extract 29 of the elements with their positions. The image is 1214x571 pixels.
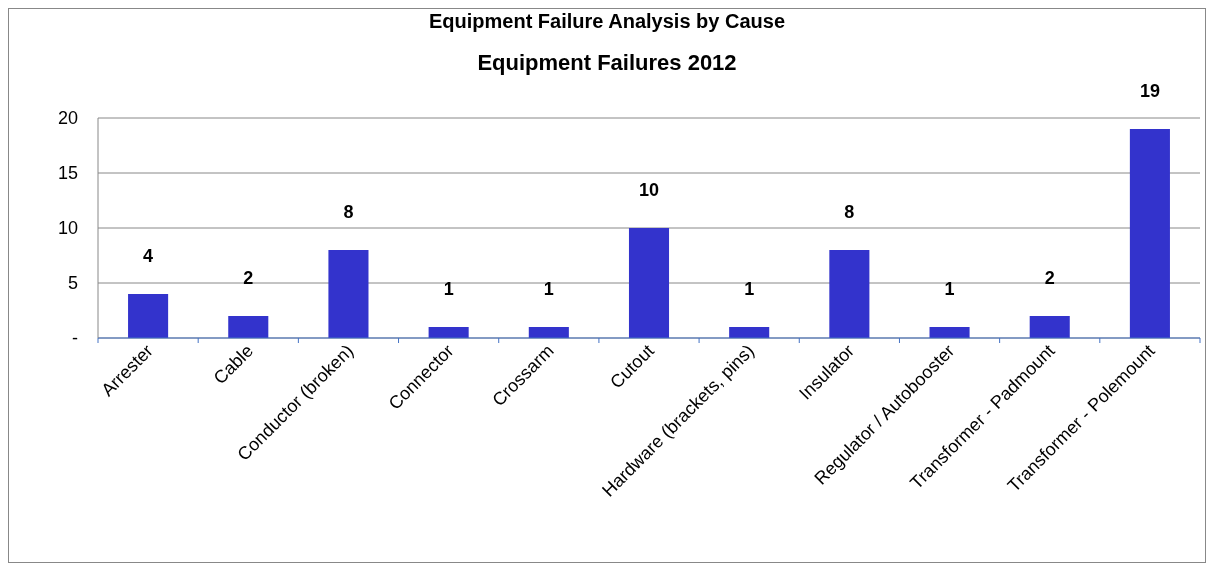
y-tick-label: - [72, 328, 78, 349]
y-tick-label: 5 [67, 273, 78, 294]
data-label: 1 [543, 279, 554, 299]
bar [428, 327, 469, 338]
data-label: 8 [343, 202, 354, 222]
y-tick-label: 10 [57, 218, 78, 239]
data-label: 8 [844, 202, 855, 222]
y-tick-label: 20 [57, 108, 78, 129]
data-label: 10 [638, 180, 660, 200]
data-label: 4 [143, 246, 154, 266]
bar [628, 228, 670, 338]
chart-subtitle: Equipment Failures 2012 [477, 50, 737, 75]
bar [729, 327, 770, 338]
bar [128, 294, 169, 338]
bar [1029, 316, 1070, 338]
data-label: 2 [1044, 268, 1055, 288]
chart-title: Equipment Failure Analysis by Cause [428, 10, 786, 32]
data-label: 2 [243, 268, 254, 288]
bar [328, 250, 369, 338]
bar [528, 327, 569, 338]
data-label: 1 [443, 279, 454, 299]
bar [829, 250, 870, 338]
bar [1129, 129, 1170, 338]
y-tick-label: 15 [57, 163, 78, 184]
data-label: 1 [744, 279, 755, 299]
bar [929, 327, 970, 338]
bar [228, 316, 269, 338]
data-label: 1 [944, 279, 955, 299]
data-label: 19 [1139, 81, 1160, 101]
